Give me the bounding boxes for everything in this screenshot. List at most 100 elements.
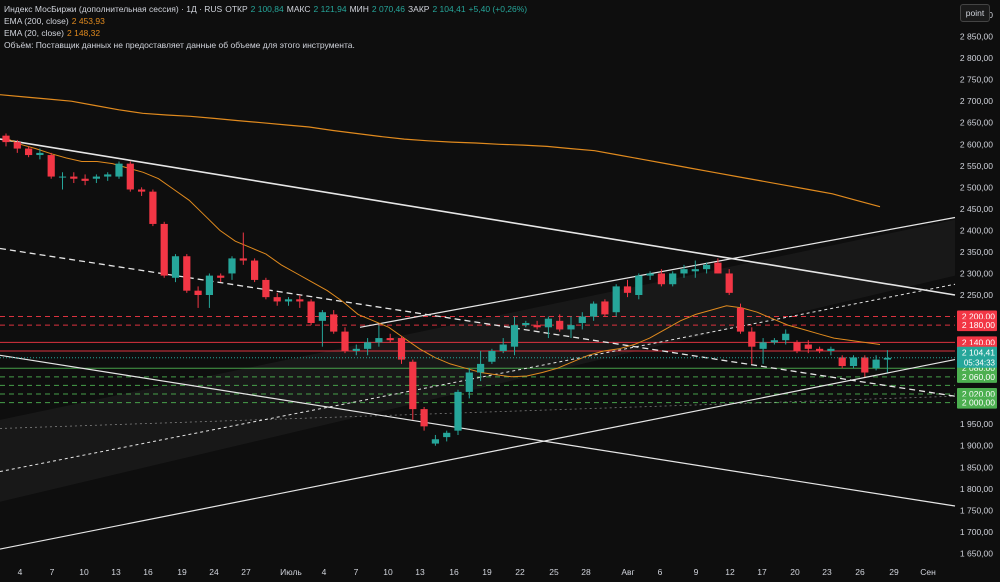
candle-body: [58, 176, 67, 178]
candle-body: [454, 391, 462, 431]
candle: [194, 286, 202, 308]
candle-body: [409, 361, 417, 410]
y-tick-label: 2 600,00: [960, 139, 993, 149]
candle: [703, 262, 711, 274]
candle: [92, 174, 100, 184]
candle-body: [47, 155, 55, 177]
candle: [409, 359, 417, 420]
candle-body: [544, 318, 552, 328]
instrument-title[interactable]: Индекс МосБиржи (дополнительная сессия) …: [4, 4, 223, 14]
candle: [239, 232, 247, 265]
candle-body: [296, 299, 304, 302]
ema20-line: [4, 137, 881, 378]
candle-body: [522, 322, 530, 326]
legend-volume-row: Объём: Поставщик данных не предоставляет…: [4, 39, 527, 51]
y-tick-label: 2 350,00: [960, 247, 993, 257]
candle-body: [341, 331, 349, 351]
x-tick-label: 22: [515, 567, 525, 577]
candle-body: [680, 269, 688, 274]
x-tick-label: 13: [415, 567, 425, 577]
y-tick-label: 2 450,00: [960, 204, 993, 214]
candle: [352, 344, 360, 356]
candle-body: [183, 256, 191, 291]
descending-trendline-mid-dashed: [0, 247, 956, 397]
y-tick-label: 2 700,00: [960, 96, 993, 106]
candle: [273, 292, 281, 306]
candle: [375, 325, 383, 347]
candle-body: [70, 176, 78, 179]
candle: [488, 348, 496, 364]
candle-body: [714, 262, 722, 274]
candle: [465, 368, 473, 399]
candle-body: [510, 325, 519, 347]
candle-body: [284, 299, 293, 302]
trend-lines[interactable]: [0, 138, 956, 550]
candle-body: [318, 312, 326, 321]
candle: [680, 264, 688, 278]
descending-trendline-upper: [0, 138, 956, 296]
level-tag-label: 2 200,00: [962, 312, 995, 322]
candle-body: [352, 348, 360, 351]
x-tick-label: 26: [855, 567, 865, 577]
candle: [510, 316, 519, 356]
candle-body: [160, 223, 168, 276]
candle-body: [2, 135, 10, 143]
candle-body: [556, 320, 564, 330]
candle: [364, 338, 372, 356]
ema20-value: 2 148,32: [67, 28, 101, 38]
candle-body: [330, 314, 338, 332]
legend-ema200-row[interactable]: EMA (200, close) 2 453,93: [4, 15, 527, 27]
candle: [861, 355, 869, 377]
y-tick-label: 2 850,00: [960, 32, 993, 42]
candle-body: [578, 316, 586, 323]
candle: [759, 338, 767, 364]
legend-ema20-row[interactable]: EMA (20, close) 2 148,32: [4, 27, 527, 39]
candle: [725, 269, 733, 295]
candle-body: [13, 142, 21, 149]
y-tick-label: 2 550,00: [960, 161, 993, 171]
open-label: ОТКР: [225, 4, 248, 14]
candle: [115, 161, 123, 179]
candle-body: [431, 439, 439, 444]
point-button[interactable]: point: [960, 4, 990, 22]
chart-legend: Индекс МосБиржи (дополнительная сессия) …: [4, 3, 527, 51]
candle: [691, 260, 699, 278]
candle-body: [386, 338, 394, 341]
trend-channel-fill: [0, 219, 955, 502]
x-tick-label: 29: [889, 567, 899, 577]
x-tick-label: 13: [111, 567, 121, 577]
candle-body: [499, 344, 507, 351]
close-label: ЗАКР: [408, 4, 430, 14]
y-tick-label: 1 900,00: [960, 441, 993, 451]
candle-body: [782, 333, 790, 341]
ascending-channel-lower: [0, 359, 956, 550]
ema-lines: [0, 94, 881, 378]
x-tick-label: 24: [209, 567, 219, 577]
candle: [160, 221, 168, 278]
candle: [397, 335, 406, 364]
candle: [171, 254, 180, 283]
candle: [36, 148, 44, 160]
candle-body: [115, 163, 123, 177]
channel-band: [0, 219, 955, 502]
candle-body: [92, 176, 100, 179]
candle: [431, 434, 439, 446]
level-tag-label: 2 180,00: [962, 320, 995, 330]
candle: [104, 172, 112, 181]
candle-body: [601, 301, 609, 315]
candle-body: [25, 148, 33, 156]
candle: [827, 346, 835, 356]
level-tag: [957, 396, 997, 409]
volume-note: Объём: Поставщик данных не предоставляет…: [4, 40, 355, 50]
last-price-tag: [957, 346, 997, 368]
y-tick-label: 1 750,00: [960, 505, 993, 515]
candle: [567, 316, 575, 339]
candle: [58, 172, 67, 190]
candle: [13, 139, 21, 153]
candle: [70, 172, 78, 184]
level-tag: [957, 370, 997, 383]
candle: [318, 310, 326, 347]
candle: [330, 310, 338, 334]
candle: [183, 254, 191, 293]
